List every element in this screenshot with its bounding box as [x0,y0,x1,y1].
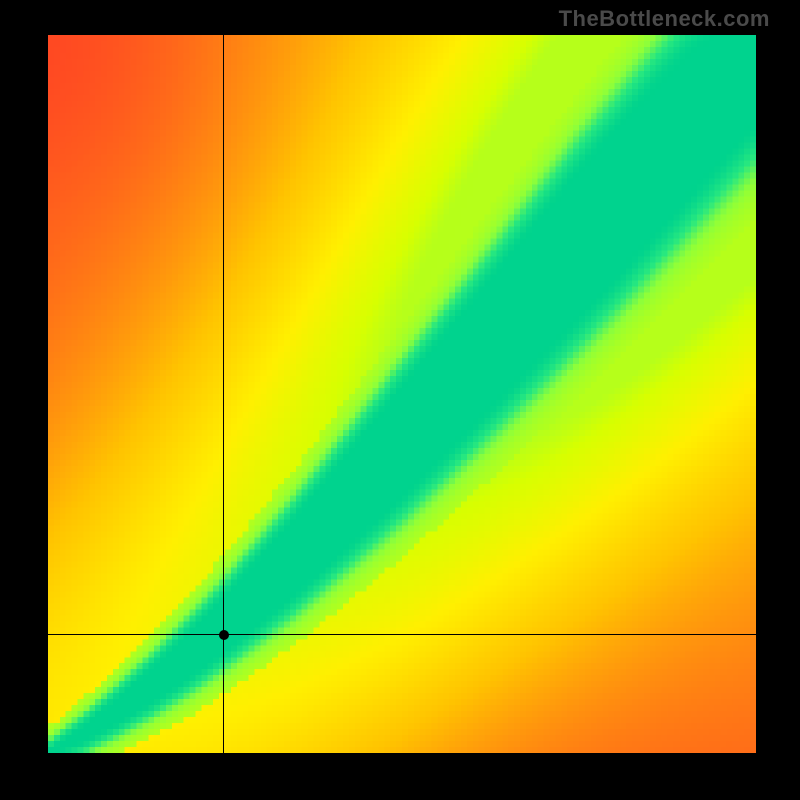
watermark-text: TheBottleneck.com [559,6,770,32]
crosshair-vertical [223,35,224,753]
crosshair-marker [219,630,229,640]
heatmap-plot-area [48,35,756,753]
chart-frame: TheBottleneck.com [0,0,800,800]
heatmap-canvas [48,35,756,753]
crosshair-horizontal [48,634,756,635]
